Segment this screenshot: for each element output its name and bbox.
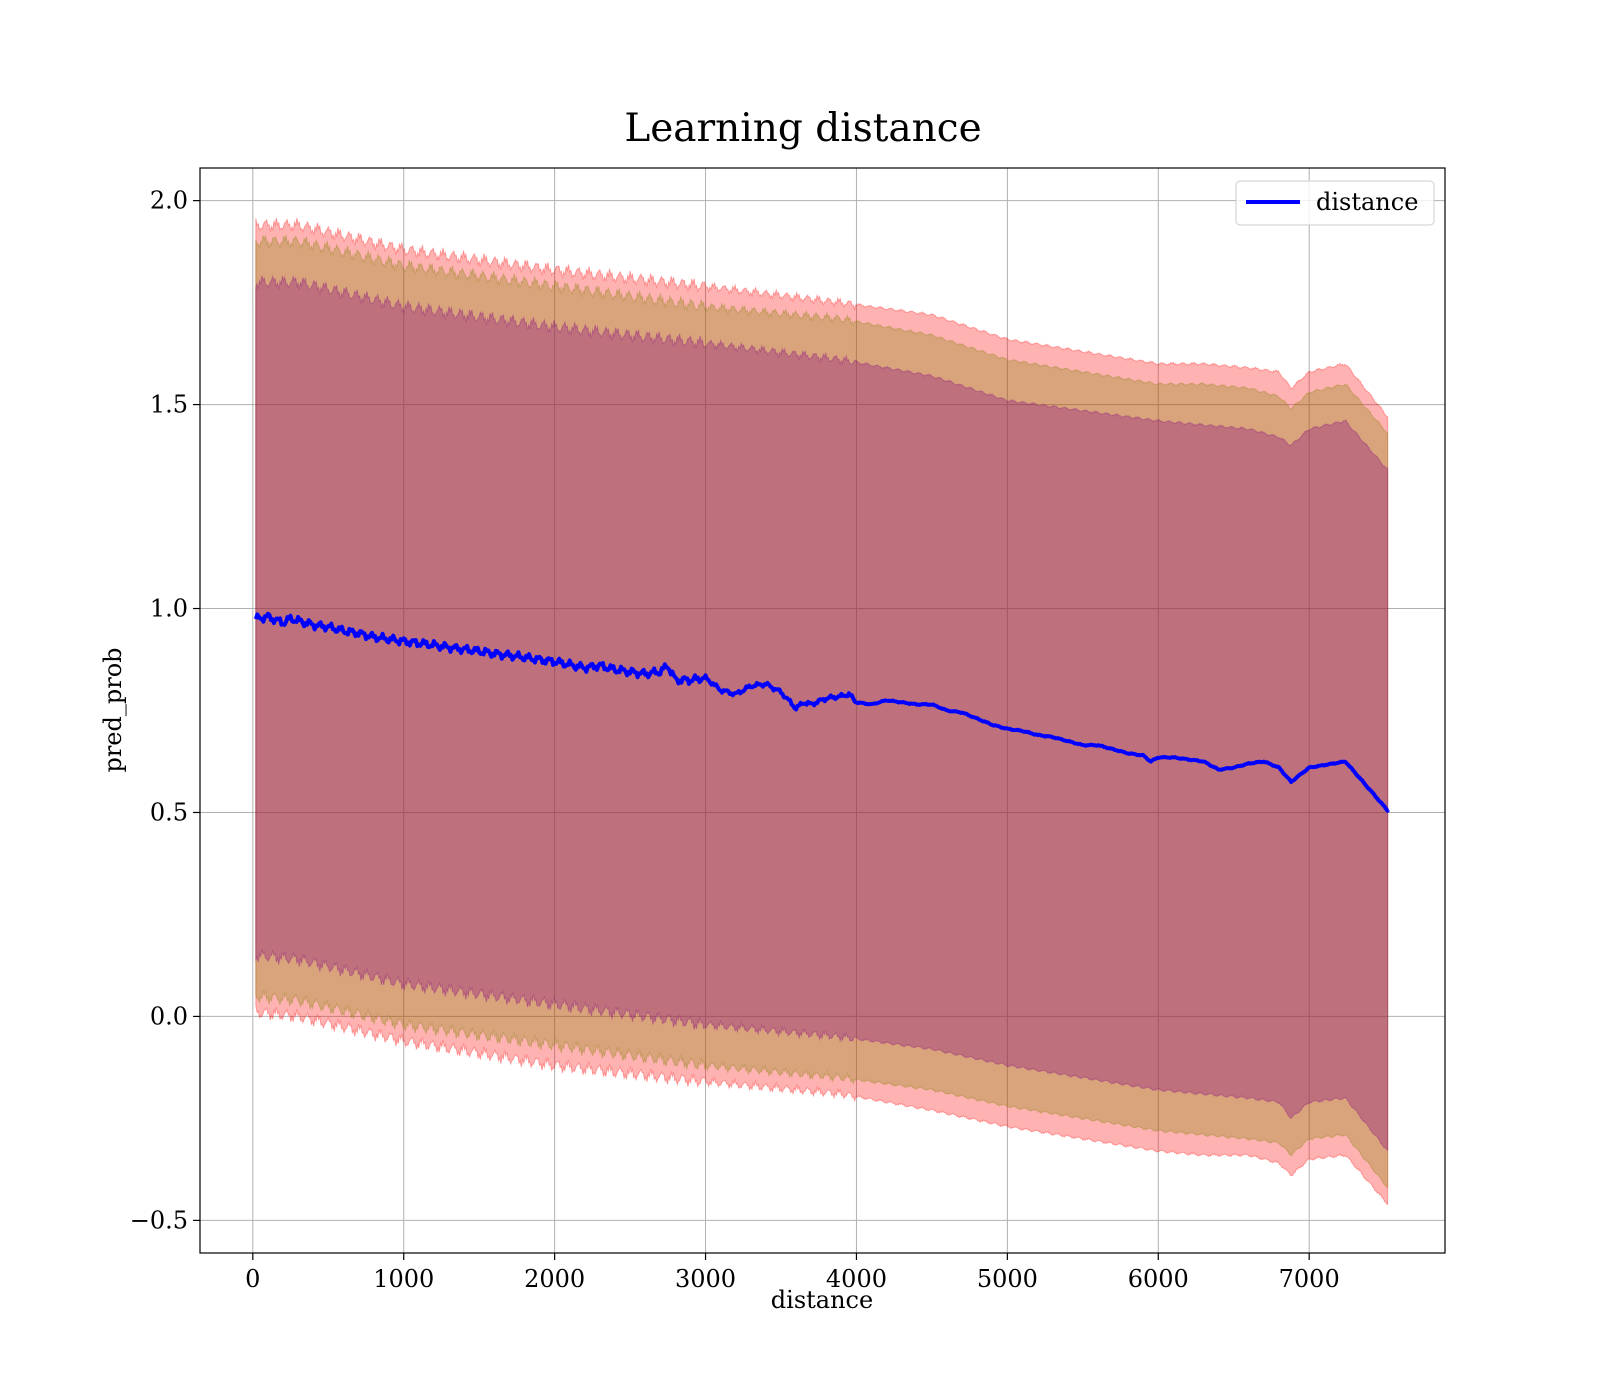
confidence-band bbox=[255, 217, 1389, 1206]
x-tick-label: 7000 bbox=[1279, 1265, 1340, 1293]
legend: distance bbox=[1235, 180, 1435, 226]
x-tick-label: 3000 bbox=[675, 1265, 736, 1293]
confidence-bands bbox=[255, 217, 1389, 1206]
confidence-band bbox=[255, 274, 1389, 1152]
x-tick-label: 2000 bbox=[524, 1265, 585, 1293]
y-tick-label: 0.0 bbox=[150, 1002, 188, 1030]
x-axis-label: distance bbox=[771, 1286, 873, 1314]
y-tick-label: −0.5 bbox=[130, 1206, 188, 1234]
chart-title: Learning distance bbox=[624, 106, 981, 151]
x-tick-label: 6000 bbox=[1128, 1265, 1189, 1293]
series-lines bbox=[253, 611, 1390, 813]
y-tick-label: 0.5 bbox=[150, 798, 188, 826]
grid bbox=[200, 168, 1445, 1253]
y-tick-label: 2.0 bbox=[150, 187, 188, 215]
legend-label-distance: distance bbox=[1316, 188, 1418, 216]
x-tick-label: 5000 bbox=[977, 1265, 1038, 1293]
y-tick-label: 1.5 bbox=[150, 391, 188, 419]
y-tick-label: 1.0 bbox=[150, 595, 188, 623]
y-axis-label: pred_prob bbox=[99, 647, 127, 772]
x-tick-label: 0 bbox=[245, 1265, 260, 1293]
legend-box bbox=[1235, 180, 1435, 226]
series-line-distance bbox=[253, 611, 1390, 813]
confidence-band bbox=[255, 234, 1389, 1189]
axis-ticks: 0 1000 2000 3000 4000 5000 6000 7000 −0.5 0.0 0.5 1… bbox=[130, 187, 1340, 1293]
x-tick-label: 4000 bbox=[826, 1265, 887, 1293]
plot-frame bbox=[199, 167, 1446, 1254]
x-tick-label: 1000 bbox=[373, 1265, 434, 1293]
